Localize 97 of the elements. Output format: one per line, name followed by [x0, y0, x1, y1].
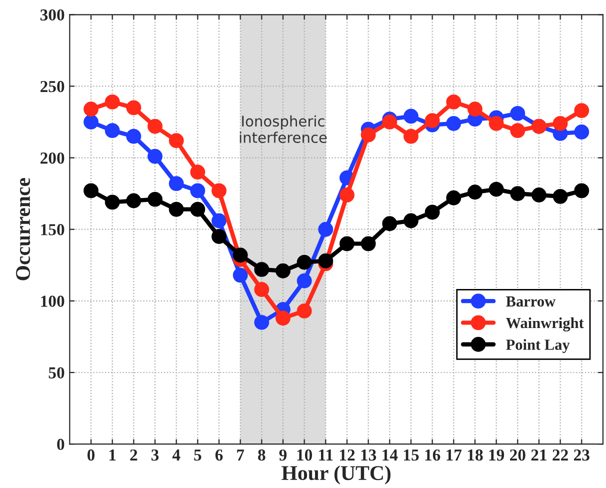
- legend-label: Point Lay: [506, 339, 570, 354]
- point: [340, 188, 354, 202]
- point: [84, 102, 98, 117]
- point: [84, 114, 98, 130]
- point: [126, 193, 142, 208]
- point: [84, 183, 98, 198]
- legend-label: Barrow: [506, 296, 556, 307]
- point: [168, 133, 184, 148]
- point: [276, 310, 290, 326]
- point: [232, 248, 248, 263]
- point: [446, 116, 462, 131]
- x-tick-label: 10: [297, 449, 312, 461]
- x-tick-label: 6: [215, 449, 223, 461]
- x-tick-label: 13: [361, 449, 376, 461]
- point: [168, 202, 184, 217]
- y-tick-label: 0: [57, 438, 64, 450]
- x-tick-label: 14: [382, 450, 398, 461]
- point: [404, 128, 418, 144]
- point: [488, 116, 504, 131]
- point: [296, 303, 312, 318]
- x-tick-label: 9: [279, 449, 287, 461]
- point: [190, 164, 206, 180]
- band-label: Ionospheric interference: [240, 115, 327, 143]
- point: [126, 100, 142, 116]
- x-tick-label: 8: [258, 449, 266, 461]
- point: [148, 192, 162, 207]
- y-tick-label: 200: [40, 152, 64, 164]
- x-tick-label: 0: [87, 449, 95, 461]
- x-tick-label: 11: [319, 450, 333, 461]
- point: [190, 183, 206, 198]
- point: [382, 216, 398, 232]
- point: [468, 102, 482, 117]
- point: [532, 188, 546, 202]
- point: [382, 114, 398, 130]
- point: [574, 103, 590, 118]
- point: [126, 128, 142, 144]
- point: [148, 118, 162, 134]
- x-tick-label: 23: [574, 449, 590, 461]
- point: [552, 116, 568, 131]
- point: [318, 222, 334, 237]
- y-tick-label: 300: [40, 9, 64, 21]
- point: [488, 182, 504, 197]
- point: [276, 263, 290, 278]
- point: [168, 176, 184, 192]
- y-tick-label: 50: [48, 367, 64, 378]
- point: [190, 202, 206, 217]
- point: [254, 314, 270, 330]
- point: [296, 254, 312, 270]
- point: [148, 148, 162, 164]
- y-tick-label: 250: [40, 80, 64, 92]
- x-tick-label: 19: [489, 449, 504, 461]
- point: [254, 262, 270, 277]
- point: [318, 253, 334, 268]
- point: [360, 127, 376, 142]
- point: [340, 236, 354, 252]
- point: [254, 282, 270, 297]
- point: [212, 183, 226, 198]
- y-tick-label: 100: [41, 296, 64, 307]
- x-tick-label: 7: [237, 450, 244, 461]
- point: [232, 268, 248, 283]
- point: [424, 113, 440, 128]
- x-tick-label: 15: [404, 450, 419, 461]
- x-tick-label: 21: [531, 449, 546, 461]
- x-tick-label: 1: [110, 450, 116, 461]
- point: [360, 236, 376, 252]
- legend-label: Wainwright: [506, 317, 584, 332]
- point: [468, 184, 482, 200]
- point: [212, 213, 226, 228]
- point: [574, 183, 590, 198]
- point: [510, 106, 526, 121]
- point: [104, 194, 120, 210]
- point: [424, 204, 440, 220]
- x-axis-title: Hour (UTC): [282, 465, 390, 484]
- point: [404, 213, 418, 228]
- point: [104, 94, 120, 110]
- x-tick-label: 22: [552, 449, 568, 461]
- point: [212, 229, 226, 244]
- point: [446, 190, 462, 206]
- x-tick-label: 2: [130, 449, 138, 461]
- point: [404, 108, 418, 124]
- point: [552, 188, 568, 204]
- x-tick-label: 3: [151, 449, 159, 461]
- point: [104, 123, 120, 138]
- point: [510, 123, 526, 138]
- x-tick-label: 17: [446, 450, 462, 461]
- x-tick-label: 12: [340, 449, 355, 461]
- point: [296, 273, 312, 288]
- y-axis-title: Occurrence: [16, 178, 30, 280]
- point: [446, 94, 462, 110]
- x-tick-label: 16: [425, 449, 440, 461]
- x-tick-label: 5: [194, 450, 202, 461]
- y-tick-label: 150: [41, 224, 64, 236]
- point: [510, 186, 526, 202]
- x-tick-label: 4: [172, 450, 180, 461]
- x-tick-label: 20: [510, 449, 526, 461]
- point: [574, 124, 590, 140]
- x-tick-label: 18: [468, 449, 483, 461]
